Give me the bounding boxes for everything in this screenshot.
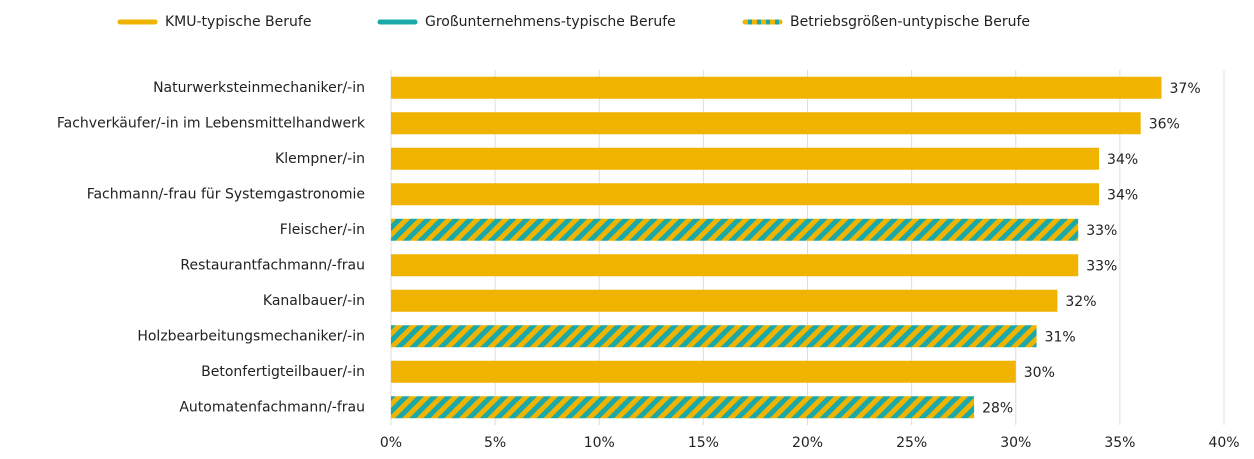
y-tick-label: Klempner/-in bbox=[275, 151, 365, 167]
y-tick-label: Naturwerksteinmechaniker/-in bbox=[153, 80, 365, 96]
data-label: 33% bbox=[1086, 258, 1117, 274]
bar bbox=[391, 183, 1100, 206]
x-tick-label: 25% bbox=[896, 435, 927, 451]
data-label: 33% bbox=[1086, 223, 1117, 239]
bar bbox=[391, 325, 1037, 348]
bar bbox=[391, 147, 1100, 170]
bar bbox=[391, 112, 1141, 135]
legend-label: Betriebsgrößen-untypische Berufe bbox=[790, 14, 1030, 30]
bar bbox=[391, 289, 1058, 312]
bar bbox=[391, 360, 1016, 383]
y-tick-label: Restaurantfachmann/-frau bbox=[180, 257, 365, 273]
y-tick-label: Automatenfachmann/-frau bbox=[179, 399, 365, 415]
x-tick-label: 15% bbox=[688, 435, 719, 451]
legend-item: KMU-typische Berufe bbox=[117, 14, 311, 30]
legend-label: KMU-typische Berufe bbox=[165, 14, 311, 30]
x-tick-label: 10% bbox=[584, 435, 615, 451]
data-label: 37% bbox=[1170, 81, 1201, 97]
x-tick-label: 40% bbox=[1208, 435, 1239, 451]
x-tick-label: 20% bbox=[792, 435, 823, 451]
y-tick-label: Betonfertigteilbauer/-in bbox=[201, 364, 365, 380]
data-label: 34% bbox=[1107, 152, 1138, 168]
bar bbox=[391, 218, 1079, 241]
x-tick-label: 35% bbox=[1104, 435, 1135, 451]
x-tick-label: 30% bbox=[1000, 435, 1031, 451]
data-label: 36% bbox=[1149, 116, 1180, 132]
legend-item: Großunternehmens-typische Berufe bbox=[377, 14, 676, 30]
x-tick-label: 0% bbox=[380, 435, 402, 451]
y-tick-label: Fachmann/-frau für Systemgastronomie bbox=[87, 186, 365, 202]
data-label: 32% bbox=[1065, 294, 1096, 310]
legend-label: Großunternehmens-typische Berufe bbox=[425, 14, 676, 30]
y-tick-label: Kanalbauer/-in bbox=[263, 293, 365, 309]
y-tick-label: Fleischer/-in bbox=[280, 222, 365, 238]
bar bbox=[391, 396, 975, 419]
legend-item: Betriebsgrößen-untypische Berufe bbox=[742, 14, 1030, 30]
bar bbox=[391, 254, 1079, 277]
bar bbox=[391, 76, 1162, 99]
data-label: 30% bbox=[1024, 365, 1055, 381]
y-tick-label: Holzbearbeitungsmechaniker/-in bbox=[137, 328, 365, 344]
y-tick-label: Fachverkäufer/-in im Lebensmittelhandwer… bbox=[57, 115, 366, 131]
data-label: 28% bbox=[982, 400, 1013, 416]
data-label: 31% bbox=[1045, 329, 1076, 345]
x-tick-label: 5% bbox=[484, 435, 506, 451]
data-label: 34% bbox=[1107, 187, 1138, 203]
